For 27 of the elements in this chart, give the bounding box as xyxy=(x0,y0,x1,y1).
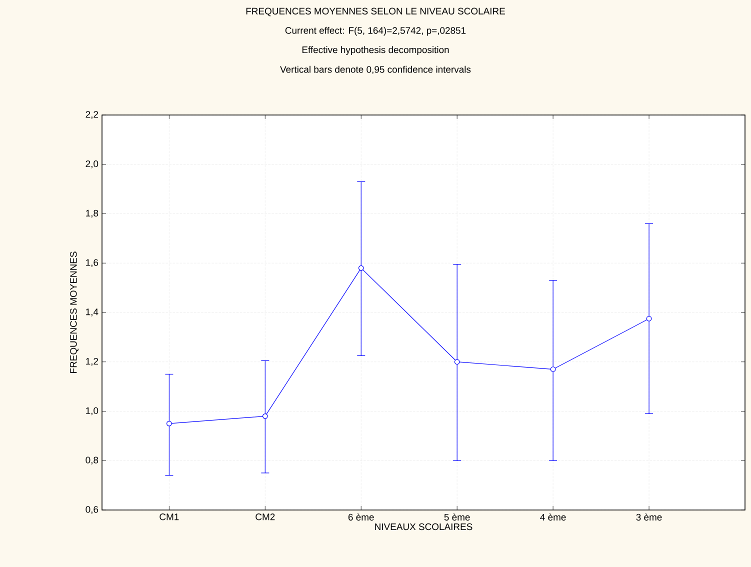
x-axis-title: NIVEAUX SCOLAIRES xyxy=(375,523,472,530)
point xyxy=(646,316,652,322)
y-tick-label: 2,2 xyxy=(86,111,98,119)
text: Effective hypothesis decomposition xyxy=(302,46,449,56)
y-tick-label: 1,4 xyxy=(86,308,98,316)
point xyxy=(262,413,268,419)
y-tick-label: 2,0 xyxy=(86,160,98,168)
point xyxy=(166,420,172,426)
point xyxy=(454,359,460,365)
y-tick-label: 1,2 xyxy=(86,358,98,366)
y-tick-label: 1,6 xyxy=(86,259,98,268)
y-tick-label: 0,6 xyxy=(86,506,98,514)
x-tick-label: CM1 xyxy=(160,514,179,520)
x-tick-label: 6 ème xyxy=(348,514,374,521)
text: Vertical bars denote 0,95 confidence intervals xyxy=(280,66,471,74)
y-tick-label: 0,8 xyxy=(86,456,98,465)
x-tick-label: CM2 xyxy=(256,514,275,520)
chart-subtitle: Current effect: F(5, 164)=2,5742, p=,02851 xyxy=(285,26,466,36)
x-tick-label: 4 ème xyxy=(540,514,566,521)
x-tick-label: 3 ème xyxy=(636,514,662,521)
point xyxy=(358,265,364,271)
y-axis-title: FREQUENCES MOYENNES xyxy=(70,252,78,373)
chart-title: FREQUENCES MOYENNES SELON LE NIVEAU SCOLAIRE xyxy=(246,8,505,16)
y-tick-label: 1,8 xyxy=(86,210,98,218)
point xyxy=(550,366,556,372)
y-tick-label: 1,0 xyxy=(86,407,98,416)
x-tick-label: 5 ème xyxy=(444,514,470,521)
